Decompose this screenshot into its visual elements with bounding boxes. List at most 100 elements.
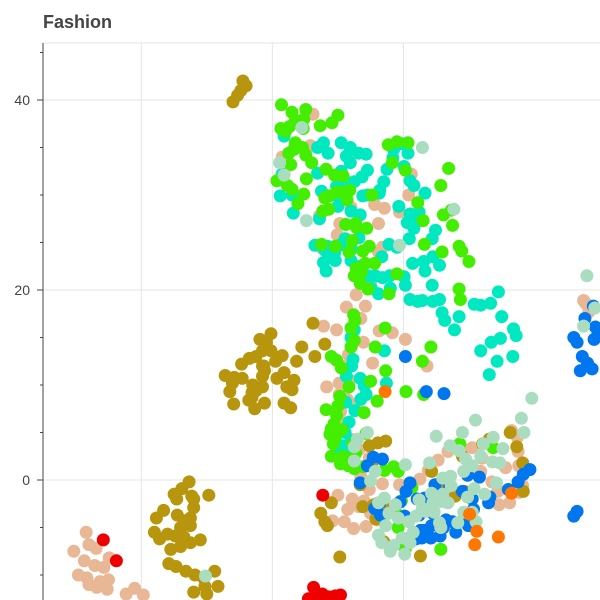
data-point xyxy=(270,371,284,385)
data-point xyxy=(321,146,335,160)
data-point xyxy=(444,479,458,493)
data-point xyxy=(284,401,298,415)
data-point xyxy=(297,187,311,201)
data-point xyxy=(437,387,451,401)
data-point xyxy=(425,486,439,500)
data-point xyxy=(372,217,385,230)
data-point xyxy=(349,288,363,302)
y-tick-label: 40 xyxy=(14,92,30,108)
data-point xyxy=(275,98,288,112)
data-point xyxy=(444,469,458,483)
data-point xyxy=(424,340,438,354)
data-point xyxy=(505,486,518,500)
data-point xyxy=(375,477,389,491)
data-point xyxy=(170,508,184,522)
data-point xyxy=(438,495,452,509)
data-point xyxy=(516,484,530,498)
data-point xyxy=(484,296,498,310)
data-point xyxy=(310,590,324,600)
data-point xyxy=(491,530,505,544)
data-point xyxy=(465,459,479,473)
data-point xyxy=(455,426,469,439)
data-point xyxy=(333,550,347,564)
data-point xyxy=(299,214,313,228)
data-point xyxy=(253,332,267,346)
data-point xyxy=(398,350,412,363)
data-point xyxy=(356,244,370,258)
data-point xyxy=(411,196,425,210)
data-point xyxy=(354,392,368,406)
data-point xyxy=(393,238,406,252)
data-point xyxy=(359,147,373,161)
chart-title: Fashion xyxy=(43,12,113,32)
data-point xyxy=(364,474,378,488)
data-point xyxy=(317,319,330,333)
data-point xyxy=(435,245,449,259)
data-point xyxy=(285,182,299,196)
data-point xyxy=(463,507,477,521)
data-point xyxy=(318,337,332,351)
data-point xyxy=(317,136,330,150)
data-point xyxy=(378,321,392,335)
y-axis-ticks: 0 20 40 xyxy=(14,52,43,576)
data-point xyxy=(96,533,110,547)
data-point xyxy=(340,193,354,207)
data-point xyxy=(435,306,449,320)
data-point xyxy=(392,199,406,213)
data-point xyxy=(320,519,334,533)
data-point xyxy=(398,163,412,177)
data-point xyxy=(295,121,309,135)
data-point xyxy=(399,385,413,399)
data-point xyxy=(235,357,249,371)
data-point xyxy=(413,549,427,563)
data-point xyxy=(390,135,404,149)
data-point xyxy=(452,310,466,324)
data-point xyxy=(495,310,509,324)
data-point xyxy=(320,380,334,394)
data-point xyxy=(316,488,330,502)
data-point xyxy=(474,344,488,358)
data-point xyxy=(183,536,197,550)
data-point xyxy=(509,329,523,343)
data-point xyxy=(415,141,429,154)
data-point xyxy=(490,354,504,368)
data-point xyxy=(183,519,197,533)
data-point xyxy=(269,354,283,368)
data-points xyxy=(67,74,600,600)
data-point xyxy=(413,472,427,486)
data-point xyxy=(493,456,507,470)
data-point xyxy=(349,217,363,230)
data-point xyxy=(339,218,353,231)
data-point xyxy=(336,169,350,183)
data-point xyxy=(434,542,448,556)
data-point xyxy=(377,201,391,215)
data-point xyxy=(211,579,225,593)
data-point xyxy=(484,335,498,349)
data-point xyxy=(580,269,594,283)
data-point xyxy=(314,506,328,520)
data-point xyxy=(284,158,298,172)
data-point xyxy=(328,239,342,253)
data-point xyxy=(258,396,271,410)
data-point xyxy=(451,516,465,530)
data-point xyxy=(273,189,287,203)
data-point xyxy=(401,146,415,160)
data-point xyxy=(109,554,123,568)
data-point xyxy=(588,320,600,334)
data-point xyxy=(415,294,429,307)
data-point xyxy=(67,544,81,558)
y-tick-label: 20 xyxy=(14,282,30,298)
data-point xyxy=(491,285,505,299)
data-point xyxy=(324,449,338,463)
data-point xyxy=(164,542,178,556)
data-point xyxy=(365,188,379,202)
data-point xyxy=(510,440,524,454)
data-point xyxy=(577,319,591,333)
data-point xyxy=(308,350,322,363)
data-point xyxy=(453,293,467,306)
data-point xyxy=(187,492,201,506)
data-point xyxy=(474,449,488,463)
data-point xyxy=(366,356,380,370)
data-point xyxy=(402,188,416,202)
data-point xyxy=(383,544,397,558)
